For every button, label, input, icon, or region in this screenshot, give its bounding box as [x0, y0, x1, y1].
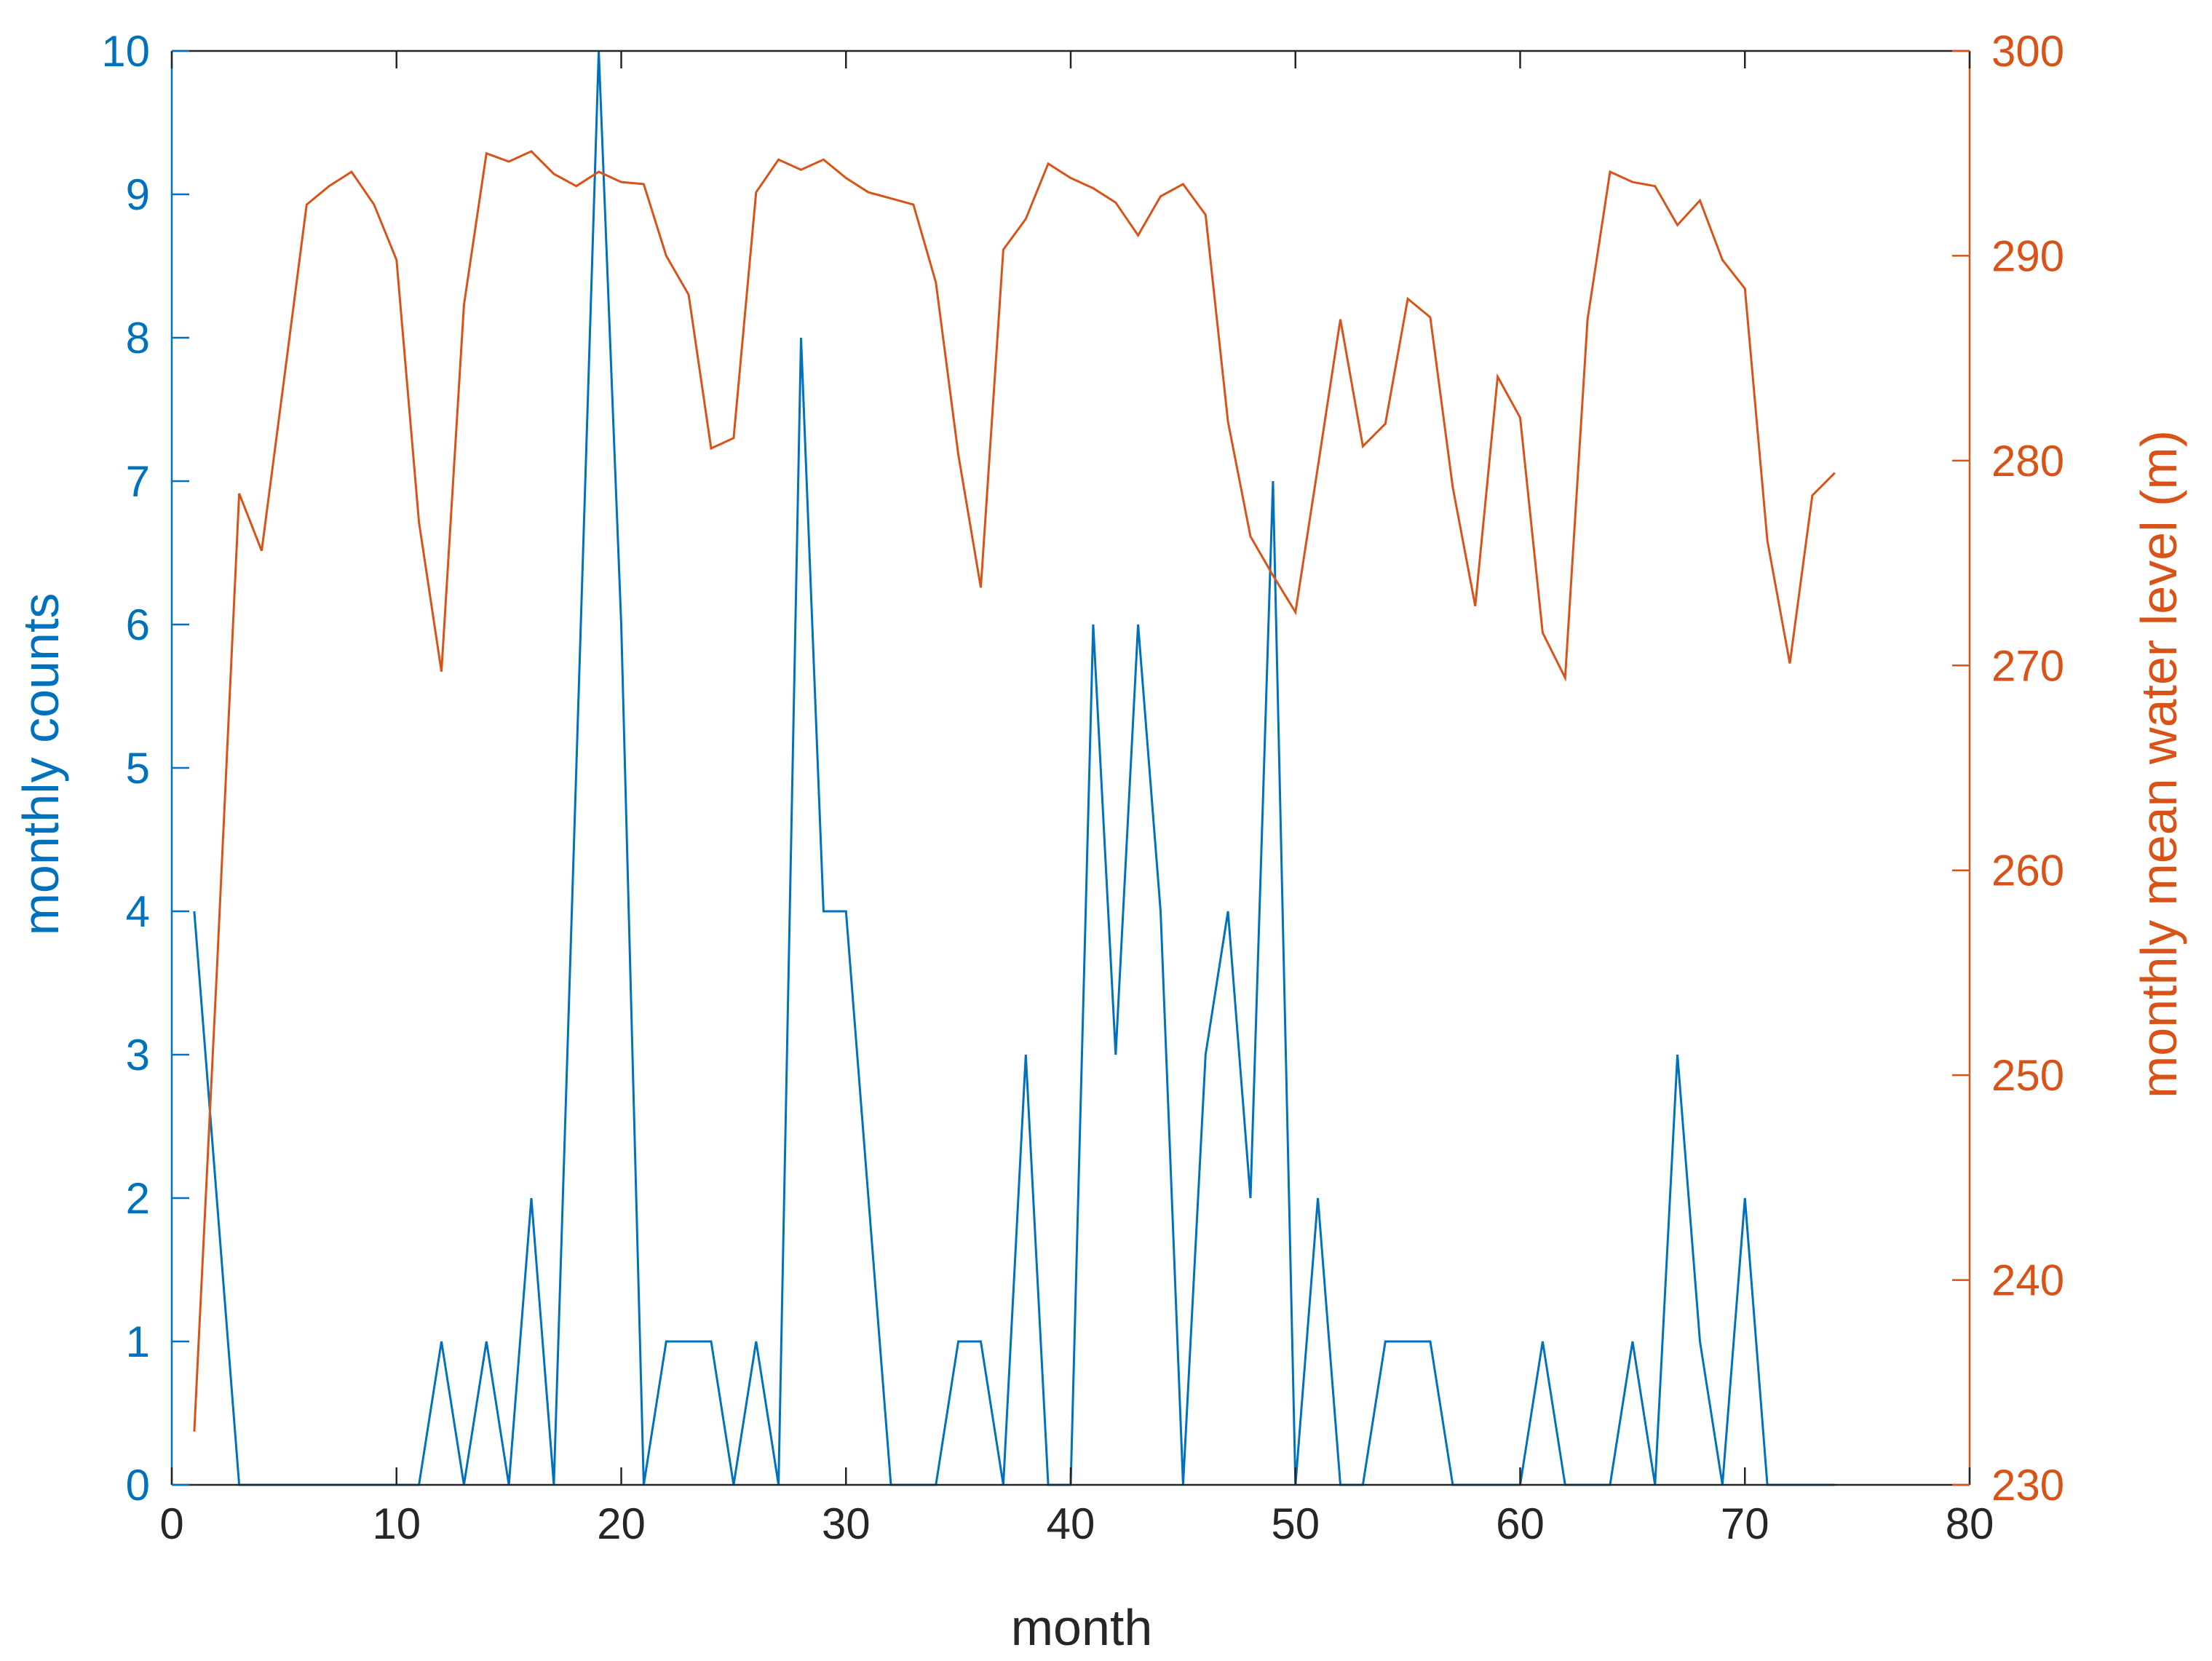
left-tick-label: 1: [126, 1317, 150, 1366]
x-tick-label: 70: [1721, 1499, 1769, 1548]
x-tick-label: 10: [372, 1499, 421, 1548]
x-tick-label: 0: [159, 1499, 183, 1548]
x-tick-label: 60: [1496, 1499, 1545, 1548]
x-tick-label: 30: [822, 1499, 871, 1548]
right-tick-label: 280: [1991, 437, 2064, 485]
right-tick-label: 230: [1991, 1461, 2064, 1510]
right-tick-label: 300: [1991, 27, 2064, 76]
left-tick-label: 9: [126, 170, 150, 219]
left-tick-label: 5: [126, 744, 150, 793]
counts-series-line: [193, 50, 1835, 1486]
right-tick-label: 250: [1991, 1051, 2064, 1100]
left-tick-label: 6: [126, 600, 150, 649]
x-tick-label: 80: [1946, 1499, 1994, 1548]
left-axis-title: monthly counts: [12, 593, 69, 936]
x-tick-label: 20: [597, 1499, 646, 1548]
left-tick-label: 2: [126, 1174, 150, 1223]
water-level-series-line: [193, 150, 1836, 1432]
right-axis-title: monthly mean water level (m): [2130, 430, 2187, 1098]
series-layer: [193, 50, 1836, 1486]
x-axis-title: month: [1011, 1599, 1153, 1656]
x-tick-label: 50: [1271, 1499, 1320, 1548]
x-tick-label: 40: [1047, 1499, 1095, 1548]
right-tick-label: 270: [1991, 641, 2064, 690]
left-tick-label: 0: [126, 1461, 150, 1510]
left-tick-label: 10: [101, 27, 150, 76]
tick-layer: 0 10 20 30 40 50 60 70 80 0 1 2 3 4 5 6 7 8 9 10 230 240 250 26…: [101, 27, 2064, 1548]
right-tick-label: 260: [1991, 847, 2064, 895]
right-tick-label: 290: [1991, 231, 2064, 280]
right-tick-label: 240: [1991, 1256, 2064, 1305]
left-tick-label: 4: [126, 887, 150, 936]
left-tick-label: 8: [126, 314, 150, 362]
left-tick-label: 7: [126, 457, 150, 506]
left-tick-label: 3: [126, 1031, 150, 1079]
